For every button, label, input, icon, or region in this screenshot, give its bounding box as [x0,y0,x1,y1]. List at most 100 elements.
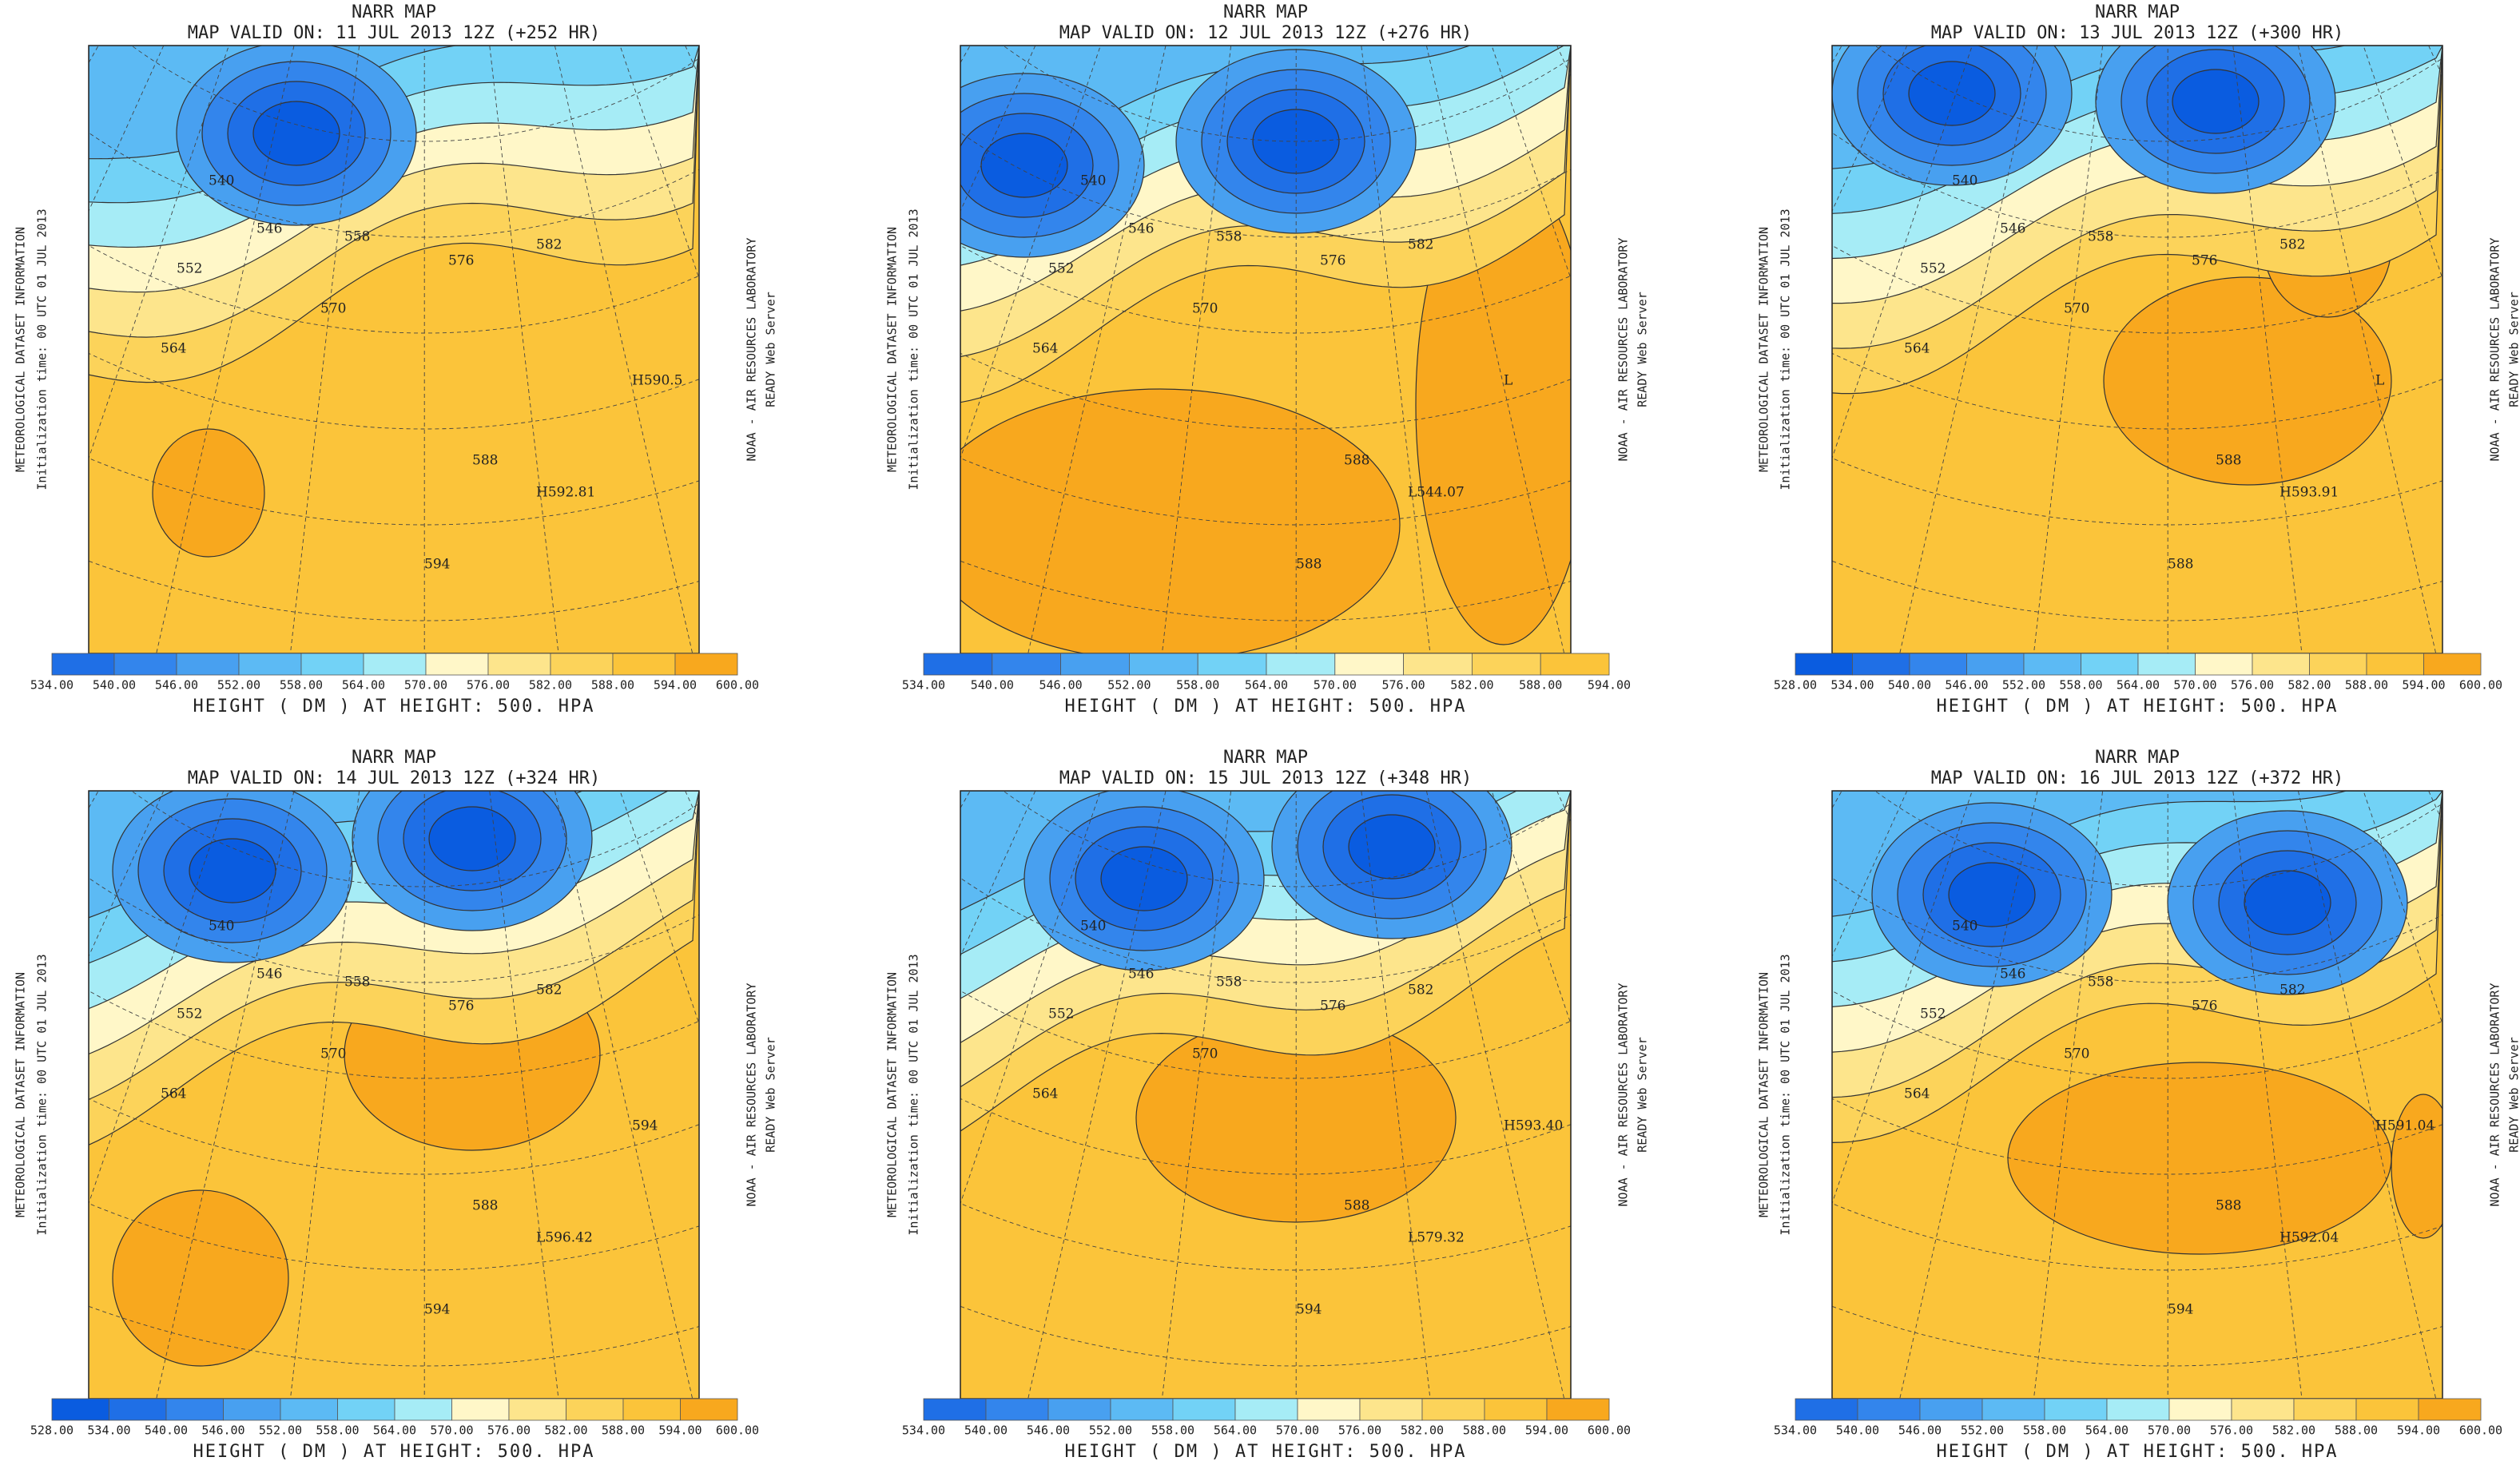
colorbar-label: 570.00 [1276,1423,1319,1438]
contour-label: 564 [1032,1086,1058,1102]
colorbar-bin [680,1398,738,1421]
contour-label: 552 [177,261,202,277]
meridian [2363,791,2442,1025]
warm-region [2103,276,2392,486]
side-credit: NOAA - AIR RESOURCES LABORATORY [2488,238,2502,462]
colorbar-label: 582.00 [544,1423,587,1438]
side-info: METEOROLOGICAL DATASET INFORMATION [14,972,28,1217]
side-info: Initialization time: 00 UTC 01 JUL 2013 [35,954,50,1235]
colorbar-label: 534.00 [87,1423,130,1438]
contour-label: 546 [2000,221,2025,237]
colorbar-label: 564.00 [1214,1423,1257,1438]
panel-title: NARR MAP [352,748,436,768]
colorbar-bin [1546,1398,1610,1421]
colorbar-bin [622,1398,681,1421]
colorbar-label: 546.00 [201,1423,244,1438]
meridian [2033,46,2104,653]
side-credit: READY Web Server [1636,1037,1650,1153]
colorbar-bin [300,653,364,676]
colorbar-bin [612,653,676,676]
colorbar-bin [109,1398,167,1421]
colorbar-bin [1128,653,1198,676]
contour-label: 576 [1320,253,1345,269]
colorbar-bin [1909,653,1967,676]
colorbar-bin [2106,1398,2170,1421]
colorbar-label: 582.00 [1401,1423,1444,1438]
meridian [1491,46,1571,280]
colorbar-caption: HEIGHT ( DM ) AT HEIGHT: 500. HPA [193,697,594,717]
parallel [1832,244,2442,334]
valid-time: MAP VALID ON: 16 JUL 2013 12Z (+372 HR) [1931,768,2344,788]
meridian [1162,46,1232,653]
colorbar-bin [1110,1398,1174,1421]
side-credit: READY Web Server [1636,292,1650,407]
colorbar-label: 540.00 [1836,1423,1879,1438]
colorbar-label: 576.00 [467,678,510,693]
contour-label: 594 [2168,1302,2193,1318]
parallel [960,352,1571,430]
parallel [89,877,699,983]
contour-label: 546 [1128,221,1154,237]
colorbar-label: 534.00 [902,678,945,693]
panel-title: NARR MAP [352,2,436,22]
colorbar-label: 540.00 [93,678,136,693]
parallel [89,1098,699,1175]
parallel [960,877,1571,983]
valid-time: MAP VALID ON: 11 JUL 2013 12Z (+252 HR) [188,23,601,43]
colorbar-label: 540.00 [971,678,1014,693]
meridian [960,791,1036,958]
colorbar-bin [1297,1398,1361,1421]
contour-label: 588 [472,1198,498,1214]
meridian [1491,791,1571,1025]
colorbar-bin [1472,653,1541,676]
meridian [619,791,699,1025]
meridian [1832,46,1908,212]
colorbar-bin [113,653,177,676]
side-credit: READY Web Server [764,1037,778,1153]
colorbar-bin [425,653,489,676]
contour-label: 588 [1296,557,1322,573]
colorbar-label: 564.00 [373,1423,416,1438]
valid-time: MAP VALID ON: 15 JUL 2013 12Z (+348 HR) [1059,768,1473,788]
contour-label: H593.91 [2280,485,2339,501]
colorbar-label: 600.00 [2459,678,2502,693]
contour-label: 576 [448,999,474,1014]
colorbar-label: 558.00 [2023,1423,2066,1438]
contour-label: L [1504,373,1512,389]
colorbar-bin [550,653,614,676]
parallel [1832,352,2442,430]
colorbar-bin [451,1398,510,1421]
contour-label: H591.04 [2375,1118,2435,1134]
colorbar-label: 534.00 [1774,1423,1817,1438]
contour-label: 594 [1296,1302,1322,1318]
contour-label: 582 [1408,983,1433,999]
contour-label: H593.40 [1504,1118,1563,1134]
side-info: METEOROLOGICAL DATASET INFORMATION [1757,972,1771,1217]
side-credit: NOAA - AIR RESOURCES LABORATORY [1616,238,1631,462]
colorbar-label: 552.00 [1107,678,1151,693]
contour-label: 558 [344,229,370,245]
meridian [1162,791,1232,1399]
map-panel: 540 546 552 558 564 570 576 582 588 594 L579.32 H59… [885,748,1650,1462]
colorbar-label: 594.00 [658,1423,702,1438]
side-credit: READY Web Server [2507,292,2520,407]
meridian [2232,46,2303,653]
contour-label: 564 [1904,1086,1930,1102]
side-info: Initialization time: 00 UTC 01 JUL 2013 [907,208,921,490]
side-info: Initialization time: 00 UTC 01 JUL 2013 [907,954,921,1235]
colorbar-label: 564.00 [2085,1423,2128,1438]
colorbar-bin [1421,1398,1485,1421]
colorbar-bin [2081,653,2139,676]
side-info: METEOROLOGICAL DATASET INFORMATION [885,227,900,472]
contour-label: 582 [536,237,562,253]
map-panel: 540 546 552 558 564 570 576 582 588 594 L596.42 594… [14,748,778,1462]
colorbar-label: 558.00 [280,678,323,693]
contour-label: 552 [177,1006,202,1022]
colorbar-label: 600.00 [716,678,759,693]
contour-label: 570 [320,1046,346,1062]
parallel [1003,46,1571,142]
contour-label: 540 [1080,173,1106,189]
colorbar-label: 546.00 [1027,1423,1070,1438]
parallel [89,244,699,334]
side-info: Initialization time: 00 UTC 01 JUL 2013 [35,208,50,490]
